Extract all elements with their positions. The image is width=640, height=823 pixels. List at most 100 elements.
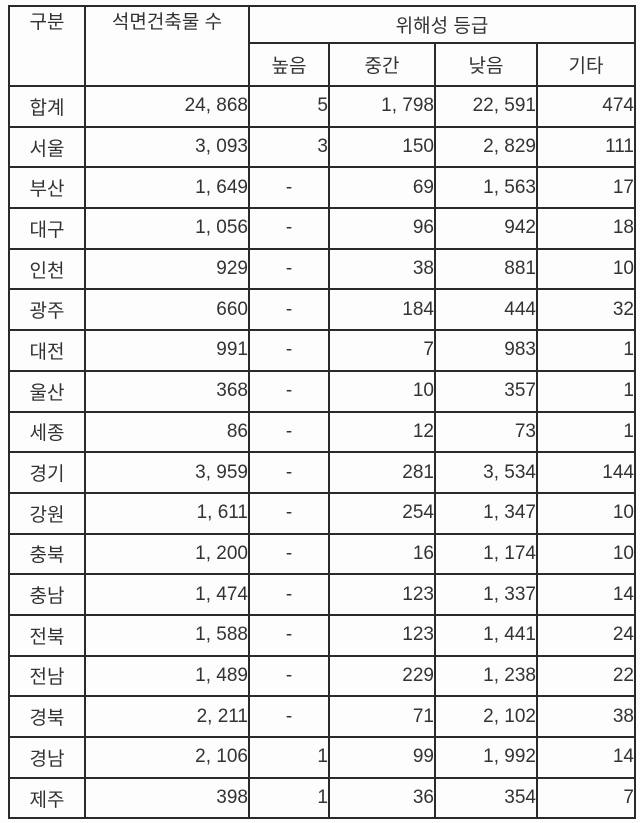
- middle-cell: 281: [328, 451, 436, 494]
- table-row: 부산 1, 649-69 1, 563 17: [8, 166, 636, 210]
- high-cell: -: [248, 491, 330, 535]
- high-cell: -: [248, 573, 330, 616]
- high-cell: -: [248, 532, 330, 576]
- count-cell: 1, 611: [84, 491, 250, 535]
- low-cell: 357: [434, 369, 538, 413]
- etc-cell: 24: [536, 613, 636, 657]
- header-risk-etc: 기타: [536, 42, 636, 87]
- middle-cell: 1, 798: [328, 85, 436, 128]
- region-cell: 제주: [8, 776, 86, 820]
- etc-cell: 10: [536, 532, 636, 576]
- table-row: 경남 2, 106 1 99 1, 992 14: [8, 736, 636, 779]
- high-cell: 1: [248, 736, 330, 779]
- low-cell: 444: [434, 288, 538, 332]
- region-cell: 경남: [8, 736, 86, 779]
- middle-cell: 69: [328, 166, 436, 210]
- count-cell: 1, 649: [84, 166, 250, 210]
- etc-cell: 22: [536, 654, 636, 698]
- count-cell: 1, 056: [84, 207, 250, 250]
- count-cell: 3, 959: [84, 451, 250, 494]
- count-cell: 368: [84, 369, 250, 413]
- count-cell: 1, 200: [84, 532, 250, 576]
- etc-cell: 1: [536, 369, 636, 413]
- etc-cell: 1: [536, 410, 636, 454]
- count-cell: 398: [84, 776, 250, 820]
- table-row: 전남 1, 489-229 1, 238 22: [8, 654, 636, 698]
- middle-cell: 96: [328, 207, 436, 250]
- region-cell: 인천: [8, 247, 86, 291]
- middle-cell: 12: [328, 410, 436, 454]
- etc-cell: 474: [536, 85, 636, 128]
- middle-cell: 123: [328, 613, 436, 657]
- etc-cell: 10: [536, 491, 636, 535]
- low-cell: 1, 337: [434, 573, 538, 616]
- region-cell: 경북: [8, 695, 86, 738]
- count-cell: 660: [84, 288, 250, 332]
- high-cell: 5: [248, 85, 330, 128]
- header-risk-high: 높음: [248, 42, 330, 87]
- middle-cell: 36: [328, 776, 436, 820]
- asbestos-building-risk-table: 구분 석면건축물 수 위해성 등급 높음 중간 낮음 기타 합계 24, 868 5…: [8, 5, 636, 820]
- etc-cell: 144: [536, 451, 636, 494]
- region-cell: 세종: [8, 410, 86, 454]
- count-cell: 929: [84, 247, 250, 291]
- high-cell: 3: [248, 125, 330, 169]
- middle-cell: 150: [328, 125, 436, 169]
- high-cell: -: [248, 207, 330, 250]
- high-cell: -: [248, 369, 330, 413]
- middle-cell: 99: [328, 736, 436, 779]
- high-cell: -: [248, 288, 330, 332]
- table-row: 합계 24, 868 5 1, 798 22, 591 474: [8, 85, 636, 128]
- etc-cell: 18: [536, 207, 636, 250]
- high-cell: -: [248, 654, 330, 698]
- middle-cell: 10: [328, 369, 436, 413]
- etc-cell: 111: [536, 125, 636, 169]
- etc-cell: 14: [536, 573, 636, 616]
- count-cell: 2, 106: [84, 736, 250, 779]
- table-row: 세종 86-12 73 1: [8, 410, 636, 454]
- middle-cell: 16: [328, 532, 436, 576]
- middle-cell: 38: [328, 247, 436, 291]
- table-body: 합계 24, 868 5 1, 798 22, 591 474 서울 3, 093 3 150 2,…: [8, 85, 636, 820]
- header-category: 구분: [8, 5, 86, 87]
- low-cell: 3, 534: [434, 451, 538, 494]
- region-cell: 부산: [8, 166, 86, 210]
- high-cell: -: [248, 613, 330, 657]
- low-cell: 1, 238: [434, 654, 538, 698]
- low-cell: 22, 591: [434, 85, 538, 128]
- etc-cell: 14: [536, 736, 636, 779]
- region-cell: 서울: [8, 125, 86, 169]
- low-cell: 354: [434, 776, 538, 820]
- count-cell: 24, 868: [84, 85, 250, 128]
- etc-cell: 32: [536, 288, 636, 332]
- header-risk-grade: 위해성 등급: [248, 5, 636, 44]
- low-cell: 1, 174: [434, 532, 538, 576]
- header-building-count: 석면건축물 수: [84, 5, 250, 87]
- table-row: 울산 368-10 357 1: [8, 369, 636, 413]
- table-row: 광주 660-184 444 32: [8, 288, 636, 332]
- low-cell: 942: [434, 207, 538, 250]
- count-cell: 1, 474: [84, 573, 250, 616]
- high-cell: 1: [248, 776, 330, 820]
- region-cell: 강원: [8, 491, 86, 535]
- etc-cell: 17: [536, 166, 636, 210]
- count-cell: 86: [84, 410, 250, 454]
- table-row: 대구 1, 056-96 942 18: [8, 207, 636, 250]
- low-cell: 73: [434, 410, 538, 454]
- region-cell: 대전: [8, 329, 86, 372]
- middle-cell: 123: [328, 573, 436, 616]
- high-cell: -: [248, 695, 330, 738]
- table-row: 대전 991-7 983 1: [8, 329, 636, 372]
- count-cell: 3, 093: [84, 125, 250, 169]
- low-cell: 2, 829: [434, 125, 538, 169]
- count-cell: 1, 489: [84, 654, 250, 698]
- middle-cell: 254: [328, 491, 436, 535]
- header-risk-middle: 중간: [328, 42, 436, 87]
- etc-cell: 10: [536, 247, 636, 291]
- high-cell: -: [248, 247, 330, 291]
- table-row: 인천 929-38 881 10: [8, 247, 636, 291]
- region-cell: 전북: [8, 613, 86, 657]
- table-header: 구분 석면건축물 수 위해성 등급 높음 중간 낮음 기타: [8, 5, 636, 87]
- low-cell: 1, 992: [434, 736, 538, 779]
